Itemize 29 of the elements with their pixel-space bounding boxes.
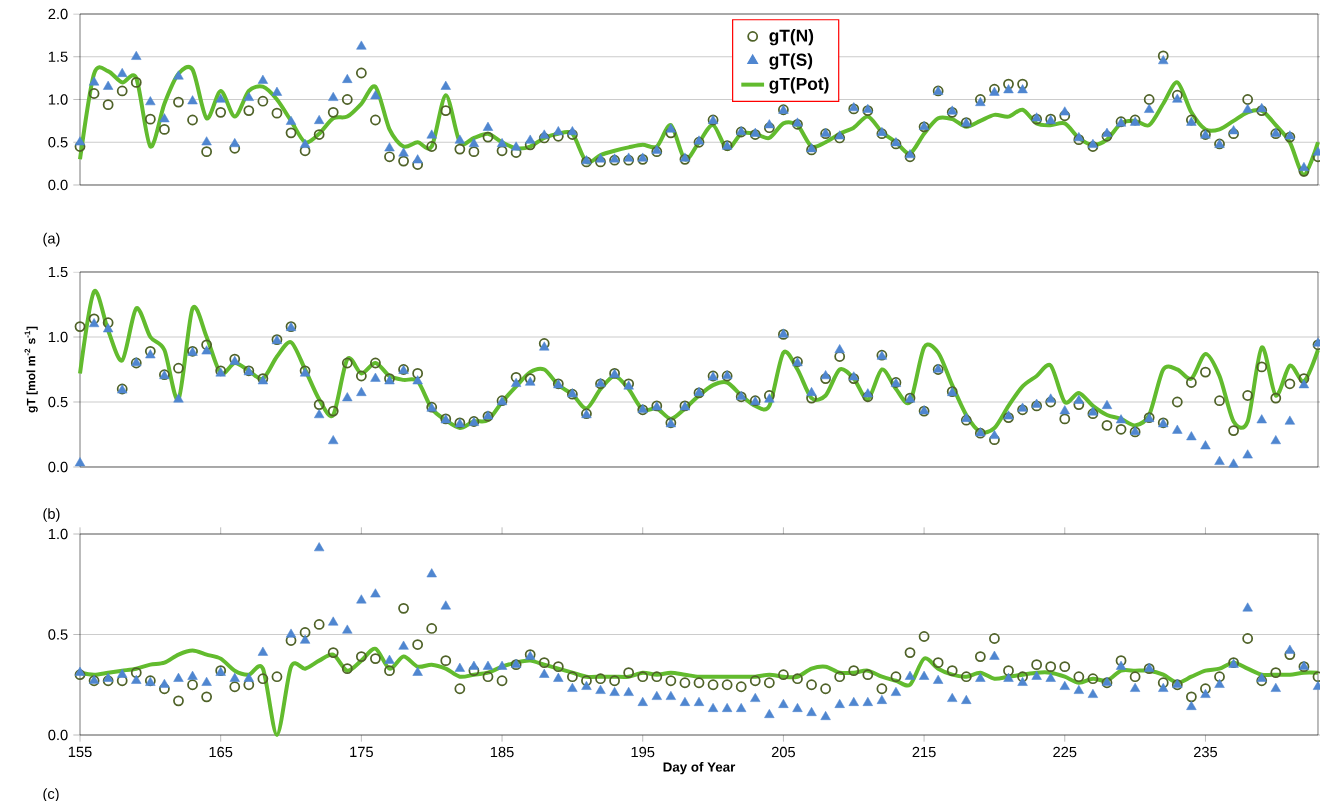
- text: (b): [43, 508, 60, 522]
- y-tick-label: 0.5: [48, 137, 68, 148]
- x-axis-title: Day of Year: [663, 761, 736, 775]
- y-tick-label: 1.5: [48, 266, 68, 278]
- y-tick-label: 0.0: [48, 729, 68, 741]
- x-tick-label: 225: [1053, 746, 1077, 758]
- x-tick-label: 185: [490, 746, 514, 758]
- text: (c): [43, 788, 59, 801]
- y-tick-label: 2.0: [48, 8, 68, 20]
- x-tick-label: 165: [209, 746, 233, 758]
- y-tick-label: 1.0: [48, 528, 68, 540]
- x-tick-label: 155: [68, 746, 92, 758]
- y-tick-label: 0.0: [48, 179, 68, 191]
- y-axis-title: gT [mol m$^{-2}$ s$^{-1}$]: [24, 326, 38, 413]
- x-tick-label: 195: [631, 746, 655, 758]
- y-tick-label: 1.0: [48, 331, 68, 343]
- x-tick-label: 175: [350, 746, 373, 758]
- x-tick-label: 235: [1193, 746, 1218, 758]
- y-tick-label: 0.5: [48, 396, 68, 408]
- legend-label: gT(Pot): [769, 77, 829, 94]
- legend-label: gT(S): [769, 53, 813, 70]
- legend-label: gT(N): [769, 29, 814, 46]
- text: (a): [43, 232, 60, 247]
- y-tick-label: 0.0: [48, 461, 68, 473]
- y-tick-label: 0.5: [48, 629, 68, 640]
- x-tick-label: 215: [912, 746, 936, 758]
- y-tick-label: 1.5: [48, 51, 68, 62]
- y-tick-label: 1.0: [48, 94, 68, 105]
- x-tick-label: 205: [771, 746, 796, 758]
